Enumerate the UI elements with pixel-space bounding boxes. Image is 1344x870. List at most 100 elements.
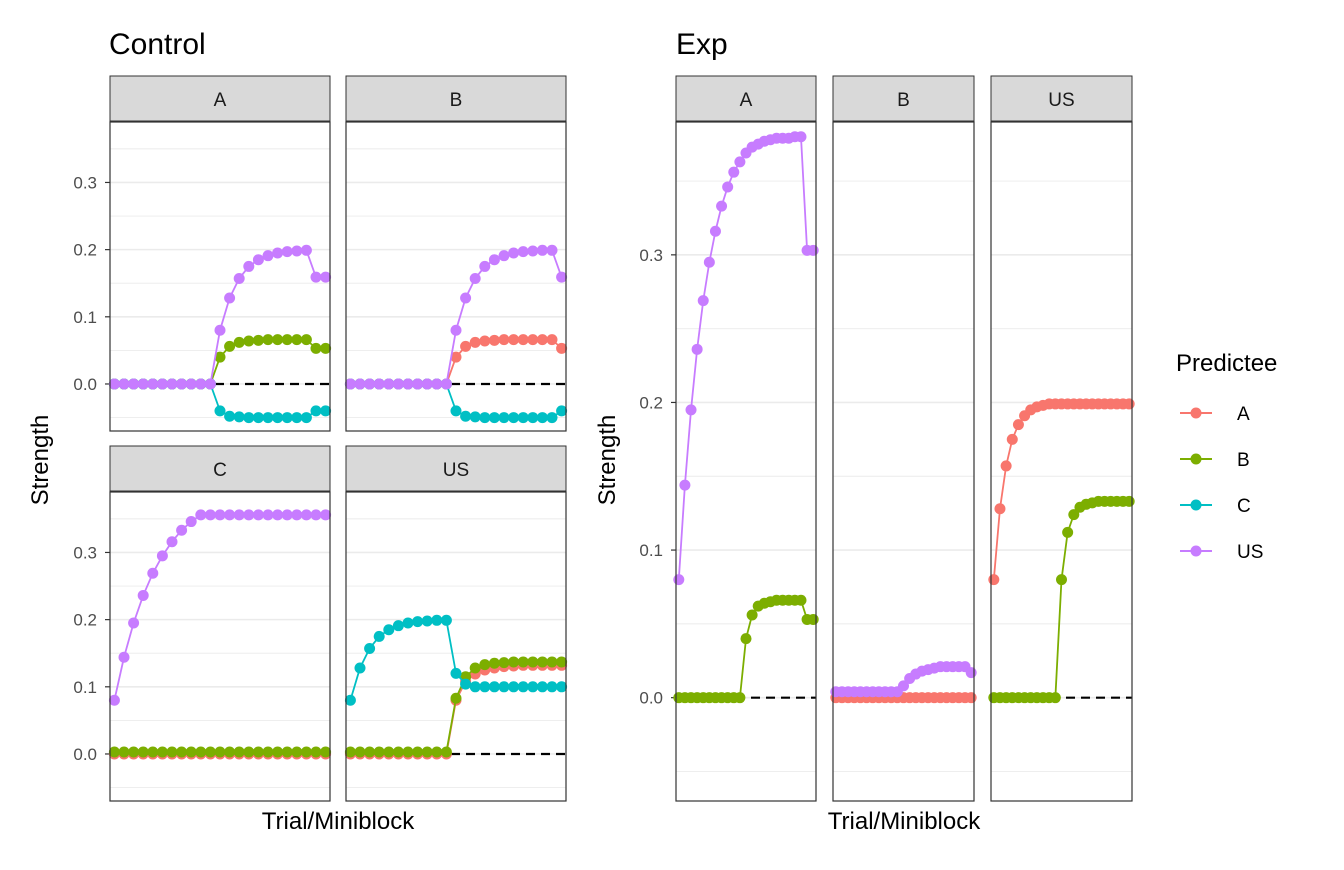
point-exp-a-us-22 — [807, 244, 819, 256]
point-control-c-r1-us-10 — [204, 509, 216, 521]
y-axis-title-control: Strength — [27, 415, 54, 506]
point-control-us-r1-b-22 — [556, 656, 568, 668]
point-control-us-r1-b-0 — [344, 746, 356, 758]
point-control-b-r0-a-11 — [450, 351, 462, 363]
point-control-c-r1-us-19 — [291, 509, 303, 521]
point-control-c-r1-us-5 — [156, 550, 168, 562]
point-control-c-r1-b-3 — [137, 746, 149, 758]
legend: Predictee A B C US — [1176, 350, 1277, 563]
y-tick-label-control-row0-1: 0.1 — [73, 308, 97, 327]
point-control-a-r0-c-11 — [214, 405, 226, 417]
point-control-c-r1-us-0 — [108, 694, 120, 706]
point-control-a-r0-us-7 — [176, 378, 188, 390]
point-control-us-r1-c-12 — [460, 678, 472, 690]
panel-border-exp-b — [832, 121, 975, 802]
group-title-exp: Exp — [676, 28, 728, 61]
point-control-a-r0-us-9 — [195, 378, 207, 390]
point-control-a-r0-b-17 — [272, 334, 284, 346]
point-control-us-r1-b-2 — [364, 746, 376, 758]
point-control-us-r1-c-4 — [383, 624, 395, 636]
point-control-b-r0-a-20 — [536, 334, 548, 346]
point-exp-a-us-6 — [709, 225, 721, 237]
point-control-us-r1-c-6 — [402, 617, 414, 629]
facet-group-exp: Exp Trial/Miniblock Strength 0.0 0.1 0.2 0.… — [594, 28, 1135, 835]
panel-border-control-b-r0 — [345, 121, 567, 432]
strip-control-b-r0 — [345, 75, 567, 122]
point-control-c-r1-b-2 — [128, 746, 140, 758]
panel-control-us-r1: US — [344, 445, 568, 802]
point-control-us-r1-c-1 — [354, 662, 366, 674]
point-control-a-r0-c-20 — [300, 412, 312, 424]
facet-group-control: Control Trial/Miniblock Strength 0.0 0.1 0… — [27, 28, 568, 835]
point-control-c-r1-b-11 — [214, 746, 226, 758]
point-control-a-r0-us-17 — [272, 247, 284, 259]
point-control-us-r1-c-9 — [431, 614, 443, 626]
point-control-c-r1-us-15 — [252, 509, 264, 521]
panel-exp-a: A — [673, 75, 819, 802]
point-control-a-r0-us-5 — [156, 378, 168, 390]
point-exp-a-b-12 — [746, 609, 758, 621]
point-control-b-r0-c-11 — [450, 405, 462, 417]
x-axis-title-exp: Trial/Miniblock — [828, 808, 981, 835]
point-control-us-r1-b-15 — [488, 657, 500, 669]
strip-label-control-us-r1: US — [443, 460, 469, 481]
point-control-c-r1-us-16 — [262, 509, 274, 521]
point-control-b-r0-c-16 — [498, 412, 510, 424]
point-control-c-r1-b-7 — [176, 746, 188, 758]
point-control-a-r0-b-16 — [262, 334, 274, 346]
point-exp-a-us-7 — [716, 200, 728, 212]
point-control-a-r0-b-19 — [291, 334, 303, 346]
point-control-us-r1-b-3 — [373, 746, 385, 758]
y-tick-label-control-row0-3: 0.3 — [73, 173, 97, 192]
point-control-b-r0-c-13 — [469, 411, 481, 423]
point-control-c-r1-us-7 — [176, 524, 188, 536]
point-control-us-r1-c-10 — [440, 614, 452, 626]
point-control-c-r1-us-18 — [281, 509, 293, 521]
point-control-a-r0-c-15 — [252, 412, 264, 424]
point-control-a-r0-b-20 — [300, 334, 312, 346]
point-control-a-r0-us-0 — [108, 378, 120, 390]
point-control-us-r1-c-3 — [373, 630, 385, 642]
series-exp-b-us — [830, 661, 977, 698]
point-control-a-r0-us-12 — [224, 292, 236, 304]
point-control-c-r1-us-11 — [214, 509, 226, 521]
point-control-b-r0-us-7 — [412, 378, 424, 390]
y-tick-label-exp-row0-1: 0.1 — [639, 541, 663, 560]
panel-control-c-r1: C — [108, 445, 332, 802]
strip-label-exp-a: A — [740, 90, 753, 111]
point-control-c-r1-b-10 — [204, 746, 216, 758]
point-control-b-r0-a-13 — [469, 336, 481, 348]
point-control-b-r0-c-14 — [479, 412, 491, 424]
series-control-c-r1-us — [108, 509, 332, 706]
point-exp-a-us-9 — [728, 166, 740, 178]
point-control-b-r0-us-3 — [373, 378, 385, 390]
point-control-us-r1-b-6 — [402, 746, 414, 758]
point-control-c-r1-b-18 — [281, 746, 293, 758]
point-control-b-r0-c-15 — [488, 412, 500, 424]
point-control-c-r1-us-22 — [320, 509, 332, 521]
point-control-c-r1-us-12 — [224, 509, 236, 521]
point-control-c-r1-b-0 — [108, 746, 120, 758]
point-control-b-r0-a-17 — [508, 334, 520, 346]
series-control-us-r1-c — [344, 614, 568, 706]
legend-key-point-b — [1190, 453, 1202, 465]
point-control-a-r0-us-10 — [204, 378, 216, 390]
point-control-c-r1-us-20 — [300, 509, 312, 521]
point-exp-a-b-22 — [807, 613, 819, 625]
point-control-a-r0-c-19 — [291, 412, 303, 424]
legend-entry-c: C — [1180, 496, 1251, 517]
legend-key-point-us — [1190, 545, 1202, 557]
point-control-us-r1-b-5 — [392, 746, 404, 758]
point-control-a-r0-us-4 — [147, 378, 159, 390]
y-tick-label-control-row1-1: 0.1 — [73, 678, 97, 697]
legend-label-b: B — [1237, 450, 1250, 471]
point-control-a-r0-c-16 — [262, 412, 274, 424]
point-control-b-r0-a-15 — [488, 334, 500, 346]
point-control-c-r1-us-21 — [310, 509, 322, 521]
point-control-b-r0-us-12 — [460, 292, 472, 304]
strip-label-control-b-r0: B — [450, 90, 463, 111]
point-control-c-r1-us-14 — [243, 509, 255, 521]
point-exp-a-us-0 — [673, 574, 685, 586]
point-control-us-r1-b-9 — [431, 746, 443, 758]
point-control-b-r0-us-11 — [450, 324, 462, 336]
